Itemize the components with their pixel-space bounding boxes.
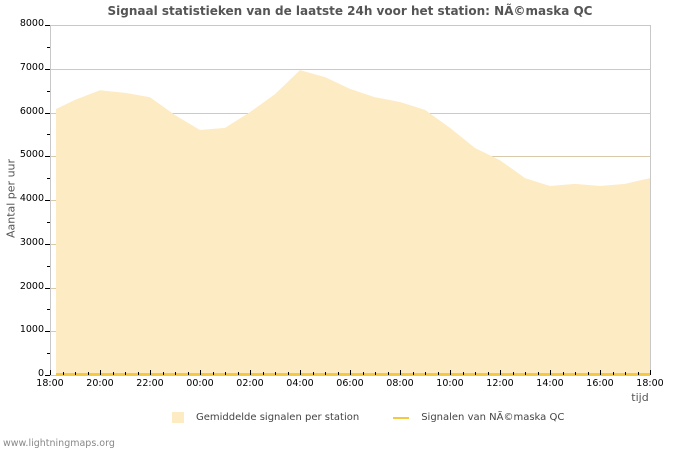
- legend-label-average: Gemiddelde signalen per station: [196, 412, 360, 423]
- x-tick-label: 14:00: [536, 378, 564, 389]
- y-tick-label: 6000: [19, 105, 44, 117]
- x-tick-label: 20:00: [86, 378, 114, 389]
- y-tick-label: 8000: [19, 18, 44, 29]
- legend: Gemiddelde signalen per station Signalen…: [172, 412, 564, 423]
- x-tick-label: 18:00: [636, 378, 664, 389]
- x-axis-label: tijd: [631, 391, 649, 404]
- y-tick-label: 3000: [19, 236, 44, 248]
- y-tick-label: 0: [37, 368, 44, 379]
- footer-credit: www.lightningmaps.org: [3, 438, 115, 449]
- y-tick-label: 4000: [19, 193, 44, 204]
- legend-label-station: Signalen van NÃ©maska QC: [421, 412, 565, 423]
- chart-title: Signaal statistieken van de laatste 24h …: [107, 4, 593, 18]
- legend-area-swatch: [172, 412, 184, 423]
- axis-ticks: [45, 25, 651, 376]
- x-tick-label: 16:00: [586, 378, 614, 389]
- x-tick-label: 12:00: [486, 378, 514, 389]
- x-tick-label: 22:00: [136, 378, 164, 389]
- x-tick-label: 04:00: [286, 378, 314, 389]
- x-tick-label: 08:00: [386, 378, 414, 389]
- average-signals-area: [56, 70, 650, 375]
- x-tick-label: 10:00: [436, 378, 464, 389]
- y-tick-label: 2000: [19, 280, 44, 292]
- x-tick-label: 18:00: [36, 378, 64, 389]
- y-tick-label: 1000: [19, 324, 44, 336]
- legend-line-swatch: [393, 416, 410, 419]
- x-tick-label: 00:00: [186, 378, 214, 389]
- y-tick-label: 7000: [19, 61, 44, 73]
- x-tick-label: 02:00: [236, 378, 264, 389]
- y-tick-label: 5000: [19, 149, 44, 161]
- x-tick-label: 06:00: [336, 378, 364, 389]
